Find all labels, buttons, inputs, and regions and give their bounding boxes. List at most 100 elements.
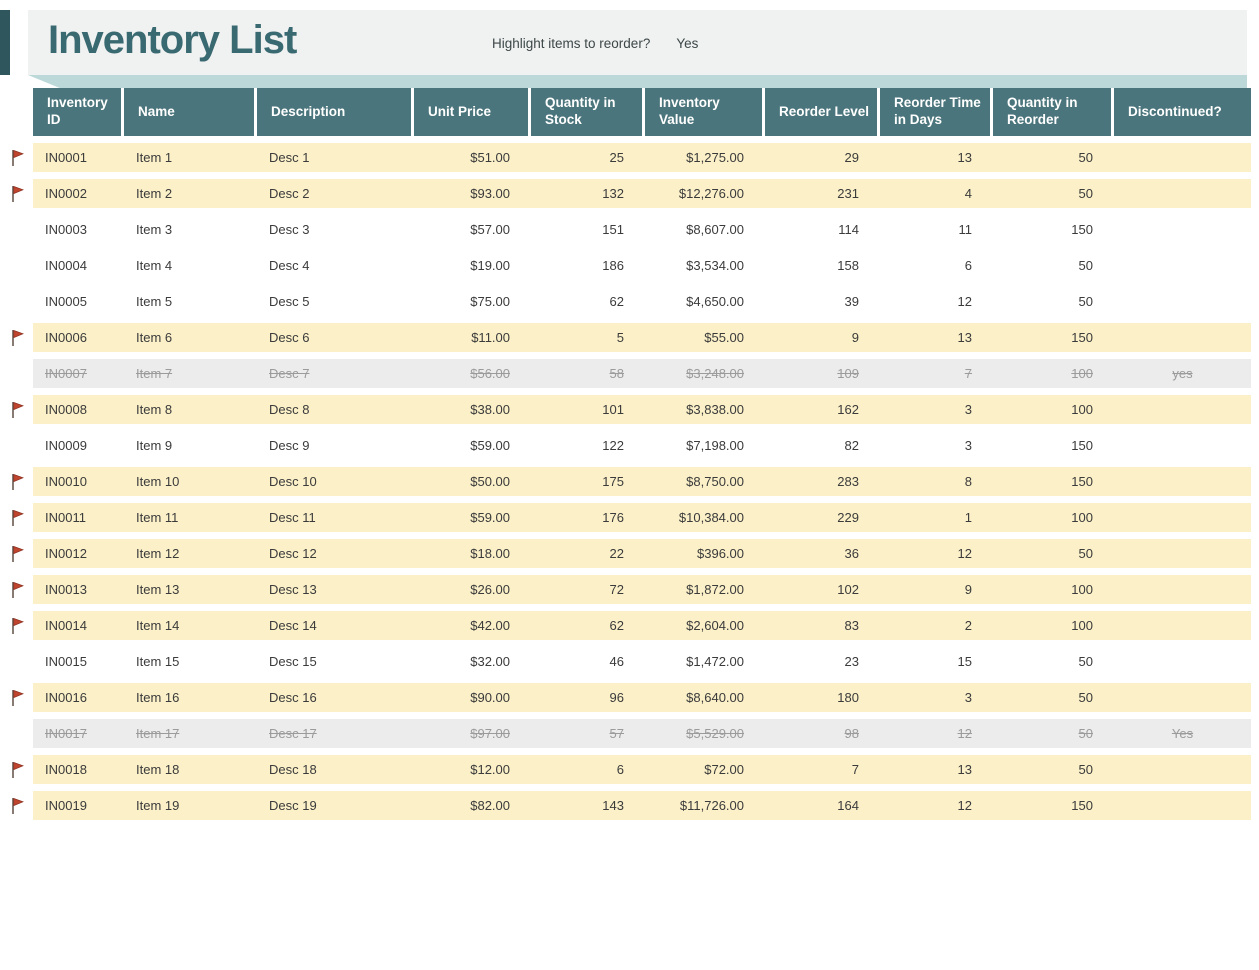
cell-reorder-time-in-days[interactable]: 15 [957,654,972,669]
cell-quantity-in-reorder[interactable]: 150 [1071,474,1093,489]
cell-unit-price[interactable]: $32.00 [470,654,510,669]
cell-unit-price[interactable]: $59.00 [470,510,510,525]
cell-reorder-level[interactable]: 29 [844,150,859,165]
cell-quantity-in-reorder[interactable]: 50 [1078,186,1093,201]
cell-quantity-in-stock[interactable]: 22 [609,546,624,561]
cell-quantity-in-stock[interactable]: 143 [602,798,624,813]
cell-inventory-value[interactable]: $396.00 [697,546,744,561]
cell-inventory-id[interactable]: IN0014 [45,618,87,633]
cell-reorder-time-in-days[interactable]: 9 [964,582,972,597]
cell-quantity-in-reorder[interactable]: 50 [1078,726,1093,741]
cell-quantity-in-stock[interactable]: 6 [616,762,624,777]
cell-discontinued[interactable] [1114,287,1251,316]
cell-quantity-in-stock[interactable]: 96 [609,690,624,705]
cell-quantity-in-reorder[interactable]: 100 [1071,402,1093,417]
cell-quantity-in-stock[interactable]: 5 [616,330,624,345]
cell-name[interactable]: Item 4 [136,258,173,273]
cell-discontinued[interactable] [1114,467,1251,496]
cell-unit-price[interactable]: $90.00 [470,690,510,705]
cell-name[interactable]: Item 16 [136,690,180,705]
cell-quantity-in-stock[interactable]: 132 [602,186,624,201]
cell-quantity-in-stock[interactable]: 175 [602,474,624,489]
cell-inventory-value[interactable]: $8,607.00 [686,222,744,237]
cell-name[interactable]: Item 14 [136,618,180,633]
cell-name[interactable]: Item 11 [136,510,179,525]
cell-reorder-level[interactable]: 102 [837,582,859,597]
cell-inventory-value[interactable]: $3,248.00 [686,366,744,381]
cell-unit-price[interactable]: $11.00 [471,330,510,345]
cell-unit-price[interactable]: $75.00 [470,294,510,309]
cell-inventory-value[interactable]: $5,529.00 [686,726,744,741]
cell-reorder-time-in-days[interactable]: 7 [964,366,972,381]
cell-discontinued[interactable] [1114,683,1251,712]
cell-reorder-level[interactable]: 109 [837,366,859,381]
highlight-answer-value[interactable]: Yes [676,36,699,51]
cell-name[interactable]: Item 3 [136,222,173,237]
cell-inventory-value[interactable]: $55.00 [704,330,744,345]
cell-quantity-in-reorder[interactable]: 50 [1078,150,1093,165]
cell-inventory-id[interactable]: IN0009 [45,438,87,453]
cell-inventory-value[interactable]: $72.00 [704,762,744,777]
cell-quantity-in-reorder[interactable]: 50 [1078,762,1093,777]
cell-reorder-time-in-days[interactable]: 2 [964,618,972,633]
cell-reorder-level[interactable]: 36 [844,546,859,561]
cell-quantity-in-stock[interactable]: 58 [609,366,624,381]
cell-reorder-time-in-days[interactable]: 12 [957,798,972,813]
cell-description[interactable]: Desc 3 [269,222,310,237]
cell-description[interactable]: Desc 14 [269,618,317,633]
cell-description[interactable]: Desc 12 [269,546,317,561]
cell-reorder-level[interactable]: 283 [837,474,859,489]
cell-quantity-in-reorder[interactable]: 150 [1071,438,1093,453]
cell-unit-price[interactable]: $56.00 [470,366,510,381]
cell-name[interactable]: Item 10 [136,474,180,489]
cell-unit-price[interactable]: $97.00 [470,726,510,741]
cell-discontinued[interactable] [1114,755,1251,784]
cell-inventory-id[interactable]: IN0015 [45,654,87,669]
cell-inventory-id[interactable]: IN0005 [45,294,87,309]
cell-reorder-time-in-days[interactable]: 13 [957,762,972,777]
cell-reorder-time-in-days[interactable]: 13 [957,150,972,165]
cell-description[interactable]: Desc 13 [269,582,317,597]
cell-description[interactable]: Desc 11 [269,510,316,525]
cell-unit-price[interactable]: $51.00 [470,150,510,165]
cell-discontinued[interactable] [1114,791,1251,820]
cell-unit-price[interactable]: $18.00 [470,546,510,561]
cell-reorder-level[interactable]: 180 [837,690,859,705]
cell-description[interactable]: Desc 7 [269,366,310,381]
cell-reorder-time-in-days[interactable]: 3 [964,690,972,705]
cell-discontinued[interactable] [1114,179,1251,208]
cell-name[interactable]: Item 17 [136,726,180,741]
cell-description[interactable]: Desc 16 [269,690,317,705]
cell-discontinued[interactable]: Yes [1171,726,1194,741]
cell-reorder-time-in-days[interactable]: 13 [957,330,972,345]
cell-description[interactable]: Desc 8 [269,402,310,417]
cell-quantity-in-reorder[interactable]: 50 [1078,546,1093,561]
cell-name[interactable]: Item 15 [136,654,180,669]
cell-quantity-in-stock[interactable]: 101 [602,402,624,417]
cell-quantity-in-reorder[interactable]: 50 [1078,258,1093,273]
cell-quantity-in-reorder[interactable]: 100 [1071,366,1093,381]
cell-discontinued[interactable] [1114,251,1251,280]
cell-description[interactable]: Desc 19 [269,798,317,813]
cell-discontinued[interactable] [1114,647,1251,676]
cell-name[interactable]: Item 5 [136,294,173,309]
cell-reorder-level[interactable]: 9 [851,330,859,345]
cell-unit-price[interactable]: $57.00 [470,222,510,237]
cell-inventory-id[interactable]: IN0012 [45,546,87,561]
cell-reorder-level[interactable]: 82 [844,438,859,453]
cell-discontinued[interactable] [1114,143,1251,172]
cell-discontinued[interactable] [1114,215,1251,244]
cell-inventory-id[interactable]: IN0019 [45,798,87,813]
cell-quantity-in-stock[interactable]: 57 [609,726,624,741]
cell-unit-price[interactable]: $93.00 [470,186,510,201]
cell-unit-price[interactable]: $12.00 [470,762,510,777]
cell-inventory-value[interactable]: $3,838.00 [686,402,744,417]
cell-unit-price[interactable]: $26.00 [470,582,510,597]
cell-reorder-level[interactable]: 98 [844,726,859,741]
cell-quantity-in-reorder[interactable]: 100 [1071,582,1093,597]
cell-reorder-level[interactable]: 162 [837,402,859,417]
cell-quantity-in-reorder[interactable]: 100 [1071,510,1093,525]
cell-reorder-level[interactable]: 7 [851,762,859,777]
cell-reorder-time-in-days[interactable]: 4 [964,186,972,201]
cell-discontinued[interactable] [1114,503,1251,532]
